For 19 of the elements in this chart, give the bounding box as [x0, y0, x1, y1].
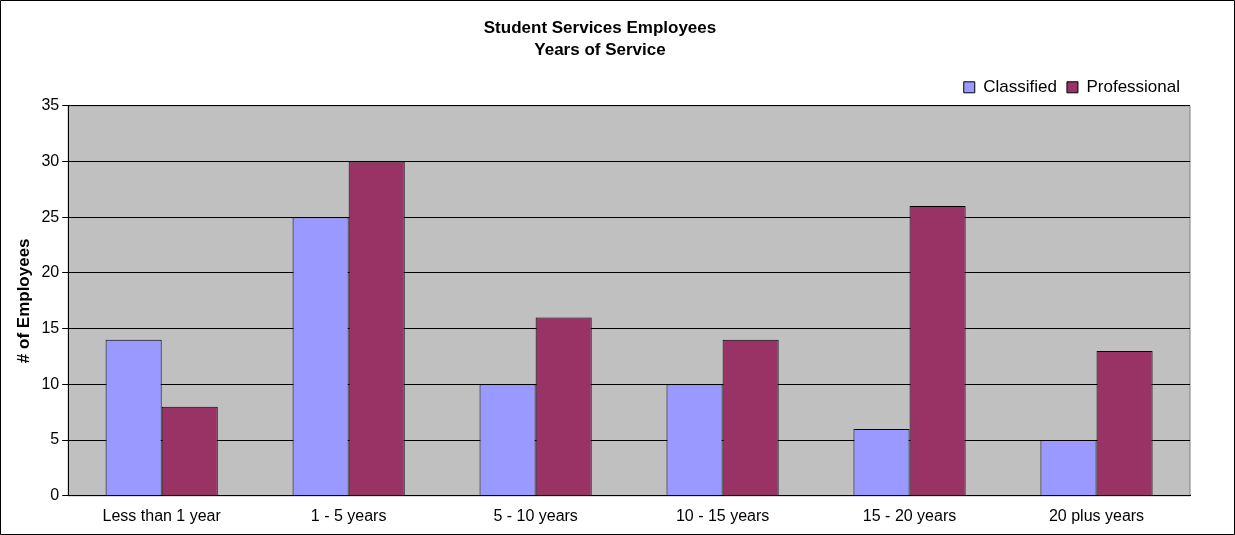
x-tick-label: 5 - 10 years [493, 506, 578, 524]
y-tick-label: 25 [41, 207, 60, 225]
x-tick-label: Less than 1 year [102, 506, 222, 524]
y-tick-label: 15 [41, 319, 60, 337]
chart-subtitle: Years of Service [534, 40, 666, 60]
y-tick-label: 35 [41, 96, 60, 114]
y-tick-label: 10 [41, 374, 60, 392]
legend-label: Professional [1086, 76, 1181, 96]
chart-title: Student Services Employees [483, 17, 717, 37]
y-tick-label: 5 [50, 430, 60, 448]
y-tick-label: 20 [41, 263, 60, 281]
x-tick-label: 10 - 15 years [675, 506, 770, 524]
legend-label: Classified [983, 76, 1057, 96]
y-tick-label: 30 [41, 151, 60, 169]
y-tick-label: 0 [50, 486, 60, 504]
y-axis-title: # of Employees [13, 238, 33, 364]
x-tick-label: 15 - 20 years [862, 506, 957, 524]
x-tick-label: 20 plus years [1048, 506, 1145, 524]
x-tick-label: 1 - 5 years [310, 506, 387, 524]
